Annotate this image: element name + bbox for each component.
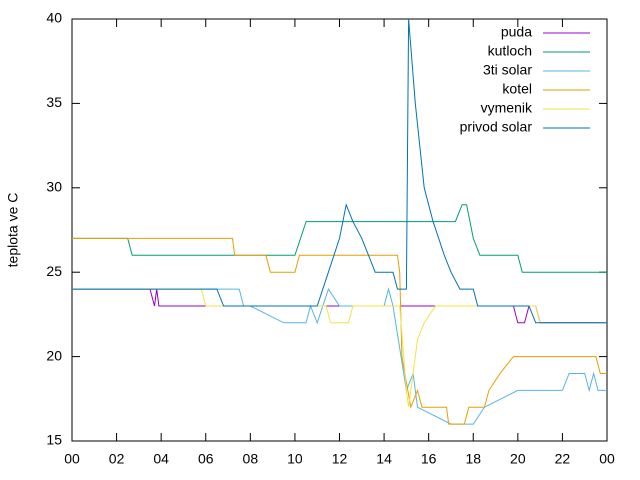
series-line [72,237,607,425]
series-line [72,204,607,273]
legend-label: kotel [502,81,532,97]
series-line [72,288,607,408]
series-line [72,287,607,425]
x-tick-label: 14 [376,451,392,467]
x-tick-label: 02 [109,451,125,467]
legend-label: puda [501,24,532,40]
x-tick-label: 16 [421,451,437,467]
y-tick-label: 25 [46,263,62,279]
x-tick-label: 18 [465,451,481,467]
y-tick-label: 40 [46,10,62,26]
y-tick-label: 35 [46,94,62,110]
legend-label: vymenik [481,100,533,116]
y-axis-label: teplota ve C [5,193,21,268]
x-tick-label: 04 [153,451,169,467]
x-tick-label: 06 [198,451,214,467]
x-tick-label: 10 [287,451,303,467]
y-tick-label: 20 [46,347,62,363]
legend-label: privod solar [460,119,533,135]
x-tick-label: 20 [510,451,526,467]
legend-label: kutloch [488,43,532,59]
legend-label: 3ti solar [483,62,532,78]
x-tick-label: 08 [243,451,259,467]
y-tick-label: 15 [46,432,62,448]
x-tick-label: 12 [332,451,348,467]
x-tick-label: 00 [64,451,80,467]
y-tick-label: 30 [46,179,62,195]
x-tick-label: 22 [555,451,571,467]
series-line [72,18,607,324]
x-tick-label: 00 [599,451,615,467]
